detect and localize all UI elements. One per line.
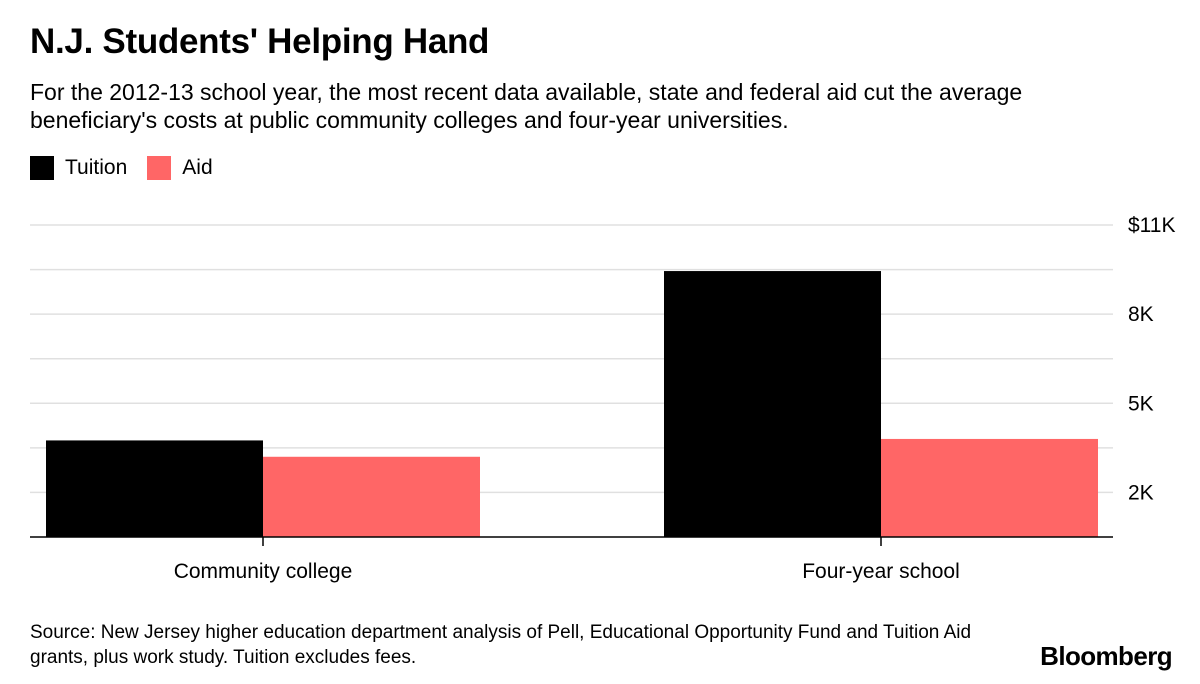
legend-item-tuition: Tuition <box>30 156 127 180</box>
chart-subtitle: For the 2012-13 school year, the most re… <box>30 79 1023 133</box>
bloomberg-logo: Bloomberg <box>1040 641 1172 671</box>
legend-label-tuition: Tuition <box>65 156 128 179</box>
x-category-label-1: Four-year school <box>802 560 960 583</box>
chart-title: N.J. Students' Helping Hand <box>30 22 490 61</box>
x-category-label-0: Community college <box>174 560 353 583</box>
bar-aid-0 <box>263 456 480 537</box>
legend-swatch-aid <box>147 156 172 180</box>
bar-tuition-1 <box>664 271 881 537</box>
legend-item-aid: Aid <box>147 156 213 180</box>
legend: Tuition Aid <box>30 156 233 180</box>
legend-label-aid: Aid <box>182 156 213 179</box>
source-note: Source: New Jersey higher education depa… <box>30 622 972 668</box>
y-tick-label-0: $11K <box>1128 214 1176 237</box>
y-tick-label-1: 8K <box>1128 303 1154 326</box>
bar-tuition-0 <box>46 440 263 537</box>
bar-aid-1 <box>881 438 1098 537</box>
legend-swatch-tuition <box>30 156 54 180</box>
y-tick-label-3: 2K <box>1128 481 1154 504</box>
y-tick-label-2: 5K <box>1128 392 1154 415</box>
